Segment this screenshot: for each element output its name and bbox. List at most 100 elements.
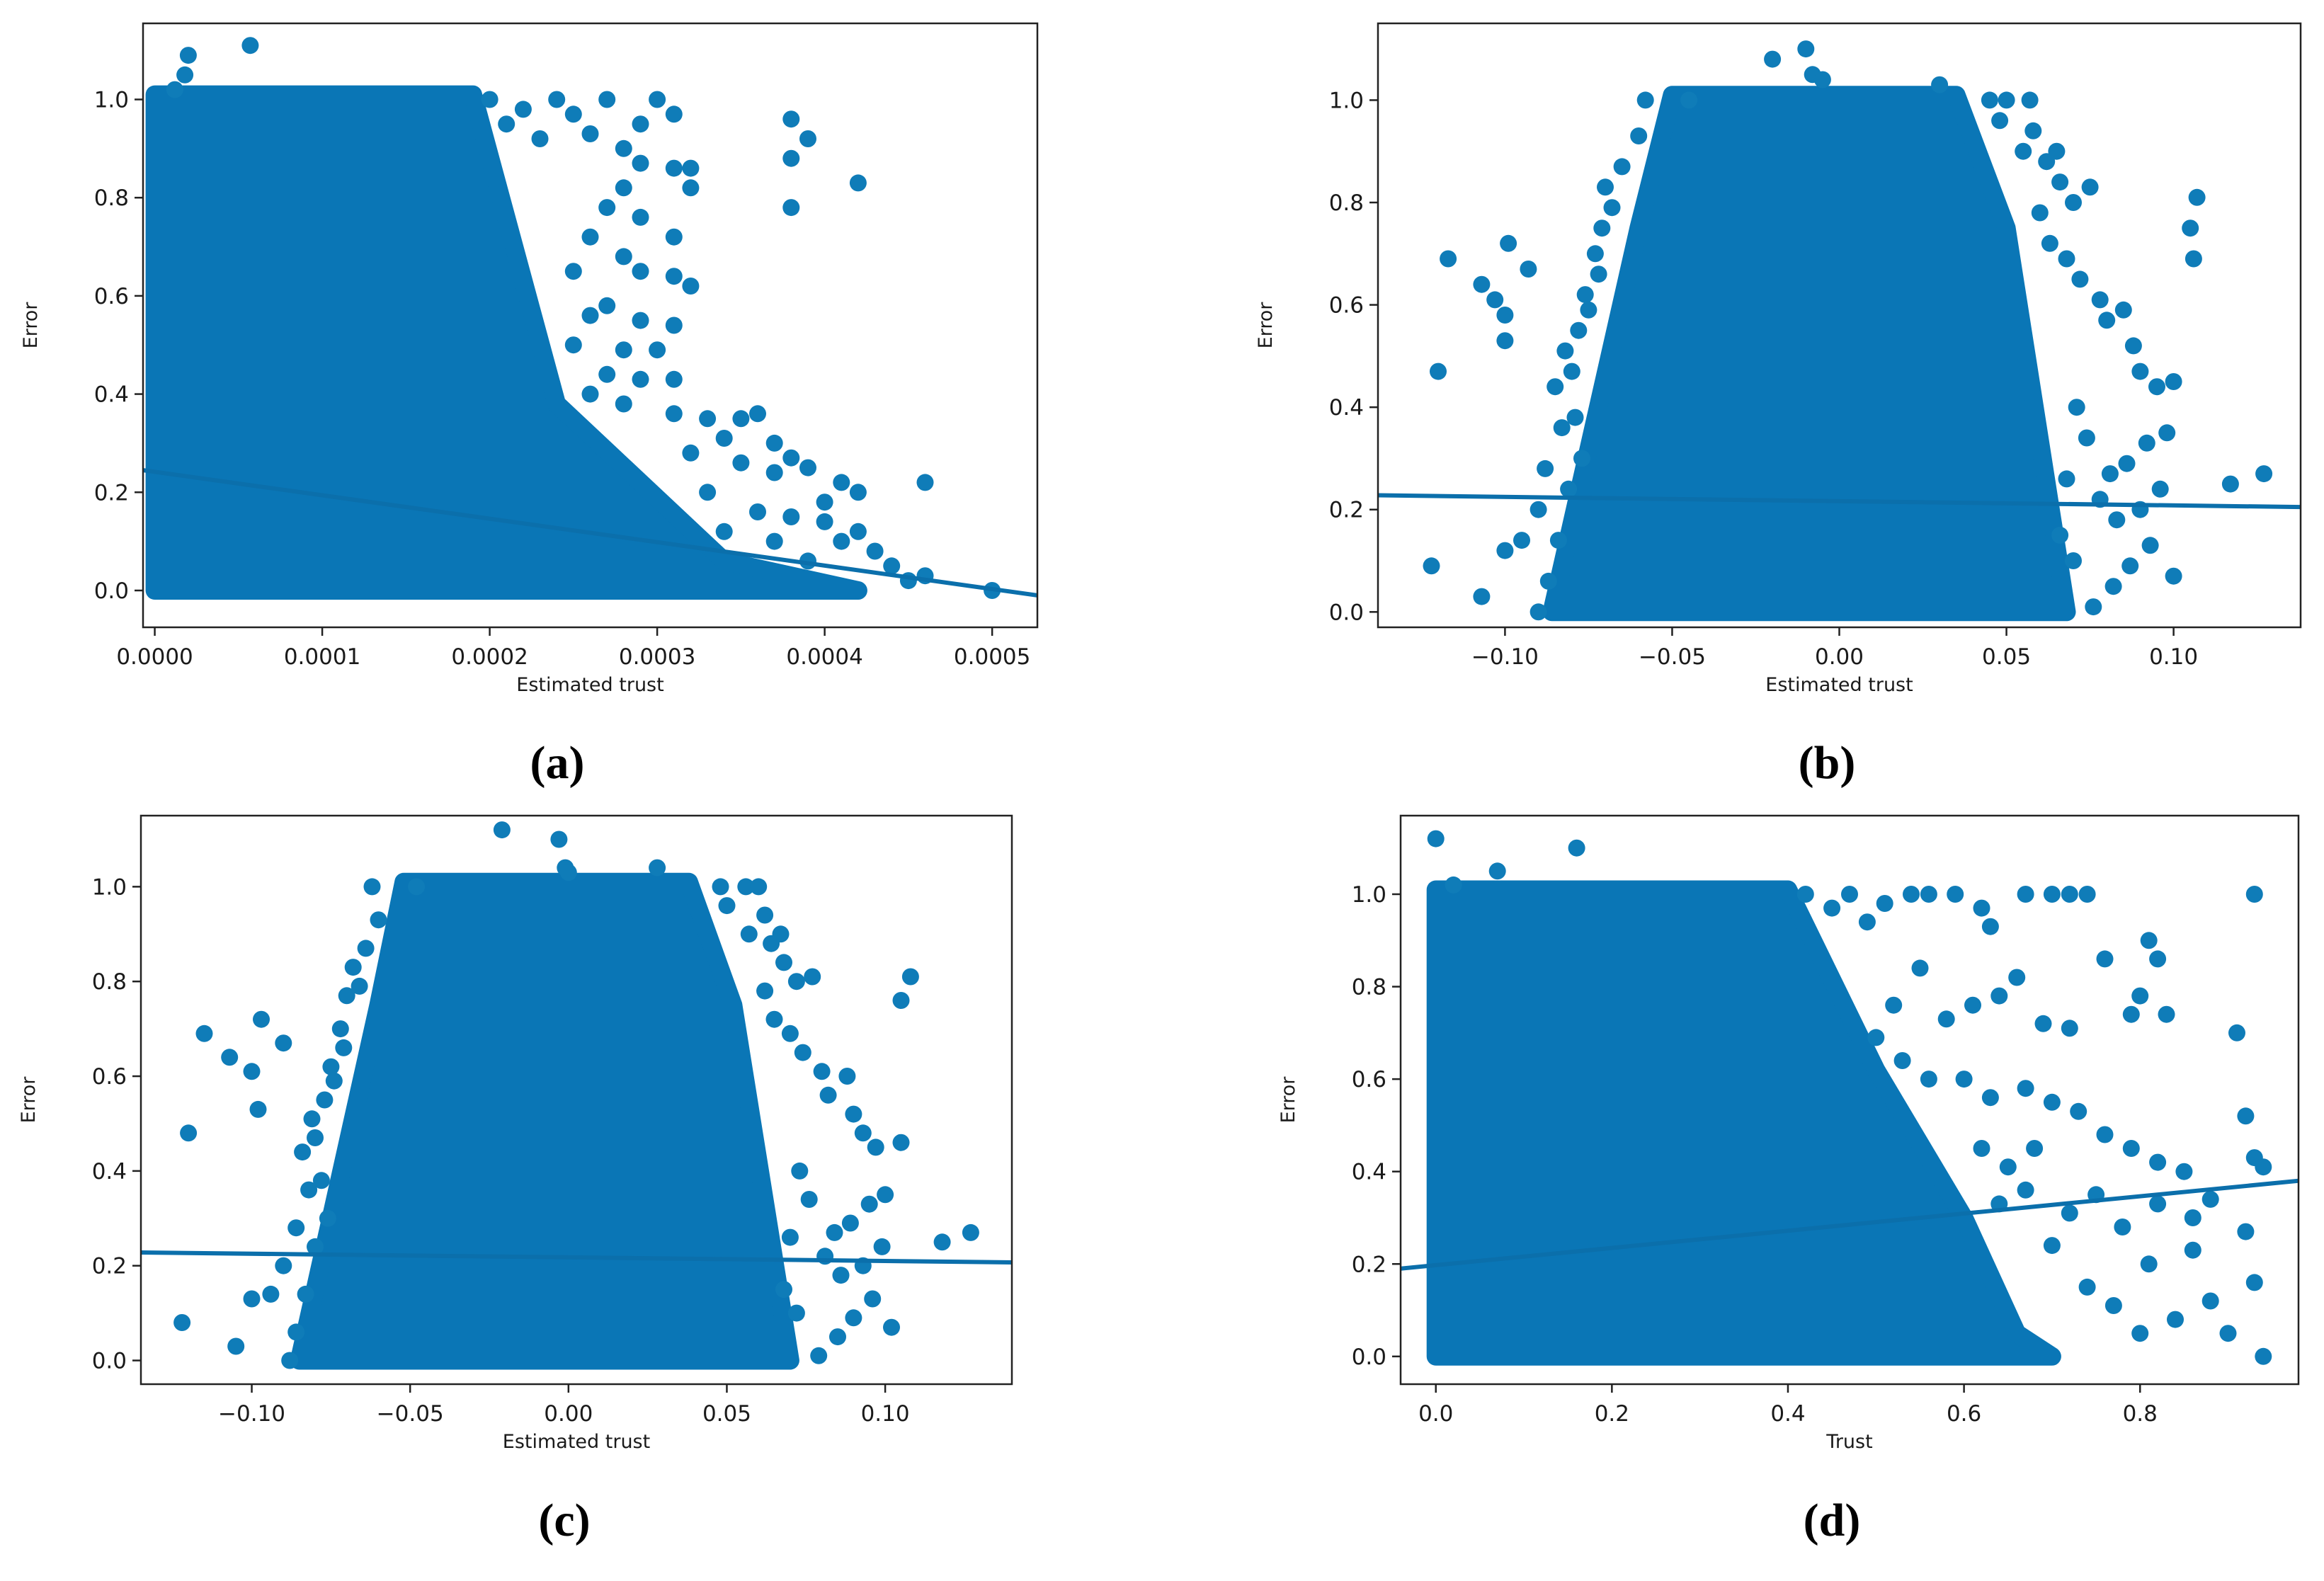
scatter-point <box>1636 91 1654 109</box>
scatter-point <box>765 464 783 481</box>
scatter-point <box>179 47 197 64</box>
scatter-point <box>598 365 616 383</box>
scatter-point <box>2104 1297 2122 1314</box>
scatter-point <box>2091 291 2109 309</box>
scatter-point <box>892 1134 910 1151</box>
scatter-point <box>344 959 362 976</box>
scatter-point <box>665 370 683 388</box>
scatter-point <box>1573 450 1590 467</box>
scatter-point <box>243 1063 261 1080</box>
scatter-point <box>1858 913 1876 931</box>
scatter-point <box>498 115 516 133</box>
scatter-point <box>749 503 766 520</box>
scatter-point <box>2061 1204 2078 1222</box>
scatter-point <box>2058 250 2075 268</box>
scatter-point <box>598 199 616 217</box>
scatter-point <box>2085 598 2102 616</box>
y-tick-label: 1.0 <box>1329 88 1364 113</box>
scatter-point <box>281 1352 299 1369</box>
scatter-point <box>665 405 683 423</box>
scatter-point <box>2185 250 2202 268</box>
scatter-point <box>665 105 683 123</box>
scatter-point <box>253 1010 270 1028</box>
x-tick-label: 0.0003 <box>619 644 695 670</box>
scatter-point <box>1973 1140 1990 1157</box>
scatter-point <box>682 278 700 295</box>
scatter-dense-cloud <box>145 85 867 600</box>
scatter-point <box>481 91 499 108</box>
scatter-point <box>845 1105 862 1123</box>
scatter-point <box>2182 219 2199 237</box>
scatter-point <box>665 268 683 285</box>
panel-label-c: (c) <box>538 1495 591 1546</box>
scatter-point <box>1539 572 1557 590</box>
scatter-point <box>1893 1052 1911 1069</box>
scatter-point <box>756 906 774 924</box>
scatter-point <box>1764 50 1782 68</box>
y-tick-label: 1.0 <box>94 87 129 113</box>
scatter-point <box>581 125 599 142</box>
y-tick-label: 0.4 <box>1329 395 1364 421</box>
scatter-point <box>833 532 850 550</box>
scatter-point <box>756 982 774 1000</box>
y-tick-label: 1.0 <box>1352 882 1386 908</box>
scatter-point <box>2078 429 2095 447</box>
scatter-point <box>335 1039 353 1056</box>
y-tick-label: 0.4 <box>92 1159 127 1185</box>
x-axis-label: Estimated trust <box>503 1431 650 1453</box>
scatter-point <box>1496 332 1514 350</box>
scatter-point <box>732 410 750 428</box>
scatter-point <box>2165 567 2182 585</box>
scatter-point <box>180 1124 198 1142</box>
y-tick-label: 0.8 <box>1352 975 1386 1000</box>
scatter-point <box>1973 899 1990 917</box>
y-tick-label: 0.4 <box>94 382 129 408</box>
scatter-point <box>598 91 616 108</box>
scatter-point <box>962 1223 979 1241</box>
scatter-point <box>1999 1158 2017 1176</box>
scatter-point <box>632 312 649 329</box>
y-tick-label: 0.8 <box>94 186 129 211</box>
scatter-point <box>826 1223 843 1241</box>
plot-area <box>1401 830 2299 1366</box>
y-tick-label: 0.6 <box>92 1064 127 1090</box>
scatter-point <box>581 307 599 324</box>
scatter-point <box>1500 234 1517 252</box>
scatter-point <box>2081 178 2099 196</box>
plot-area <box>143 37 1037 600</box>
scatter-point <box>1797 40 1815 58</box>
scatter-point <box>791 1162 809 1180</box>
scatter-point <box>883 1318 900 1336</box>
chart-a: 0.0000 0.0001 0.0002 0.0003 0.0004 0.0005 0.0 0… <box>20 22 1039 696</box>
scatter-point <box>1496 307 1514 324</box>
scatter-point <box>816 513 833 530</box>
scatter-point <box>782 449 800 467</box>
scatter-point <box>781 1228 799 1246</box>
scatter-point <box>2149 1153 2167 1171</box>
y-tick-label: 0.8 <box>1329 190 1364 216</box>
scatter-point <box>740 925 758 943</box>
scatter-point <box>732 454 750 472</box>
scatter-point <box>1990 987 2008 1005</box>
scatter-point <box>1841 886 1858 903</box>
scatter-point <box>581 228 599 246</box>
scatter-point <box>615 248 632 266</box>
scatter-point <box>1955 1071 1973 1088</box>
x-tick-label: 0.0 <box>1418 1401 1453 1427</box>
chart-b: −0.10 −0.05 0.00 0.05 0.10 0.0 0.2 0.4 0.6 0.8 1.0… <box>1255 22 2302 696</box>
scatter-point <box>1580 301 1597 319</box>
x-axis-label: Estimated trust <box>1765 674 1913 696</box>
scatter-point <box>2131 1325 2149 1342</box>
scatter-point <box>1981 1089 1999 1107</box>
scatter-point <box>2131 363 2149 380</box>
scatter-point <box>2122 1140 2140 1157</box>
scatter-point <box>357 940 375 957</box>
scatter-point <box>548 91 566 108</box>
scatter-point <box>1530 603 1547 621</box>
scatter-point <box>316 1091 334 1109</box>
scatter-point <box>2043 886 2061 903</box>
scatter-point <box>1991 112 2009 130</box>
scatter-point <box>799 130 816 147</box>
scatter-point <box>649 91 666 108</box>
scatter-point <box>1547 378 1564 396</box>
